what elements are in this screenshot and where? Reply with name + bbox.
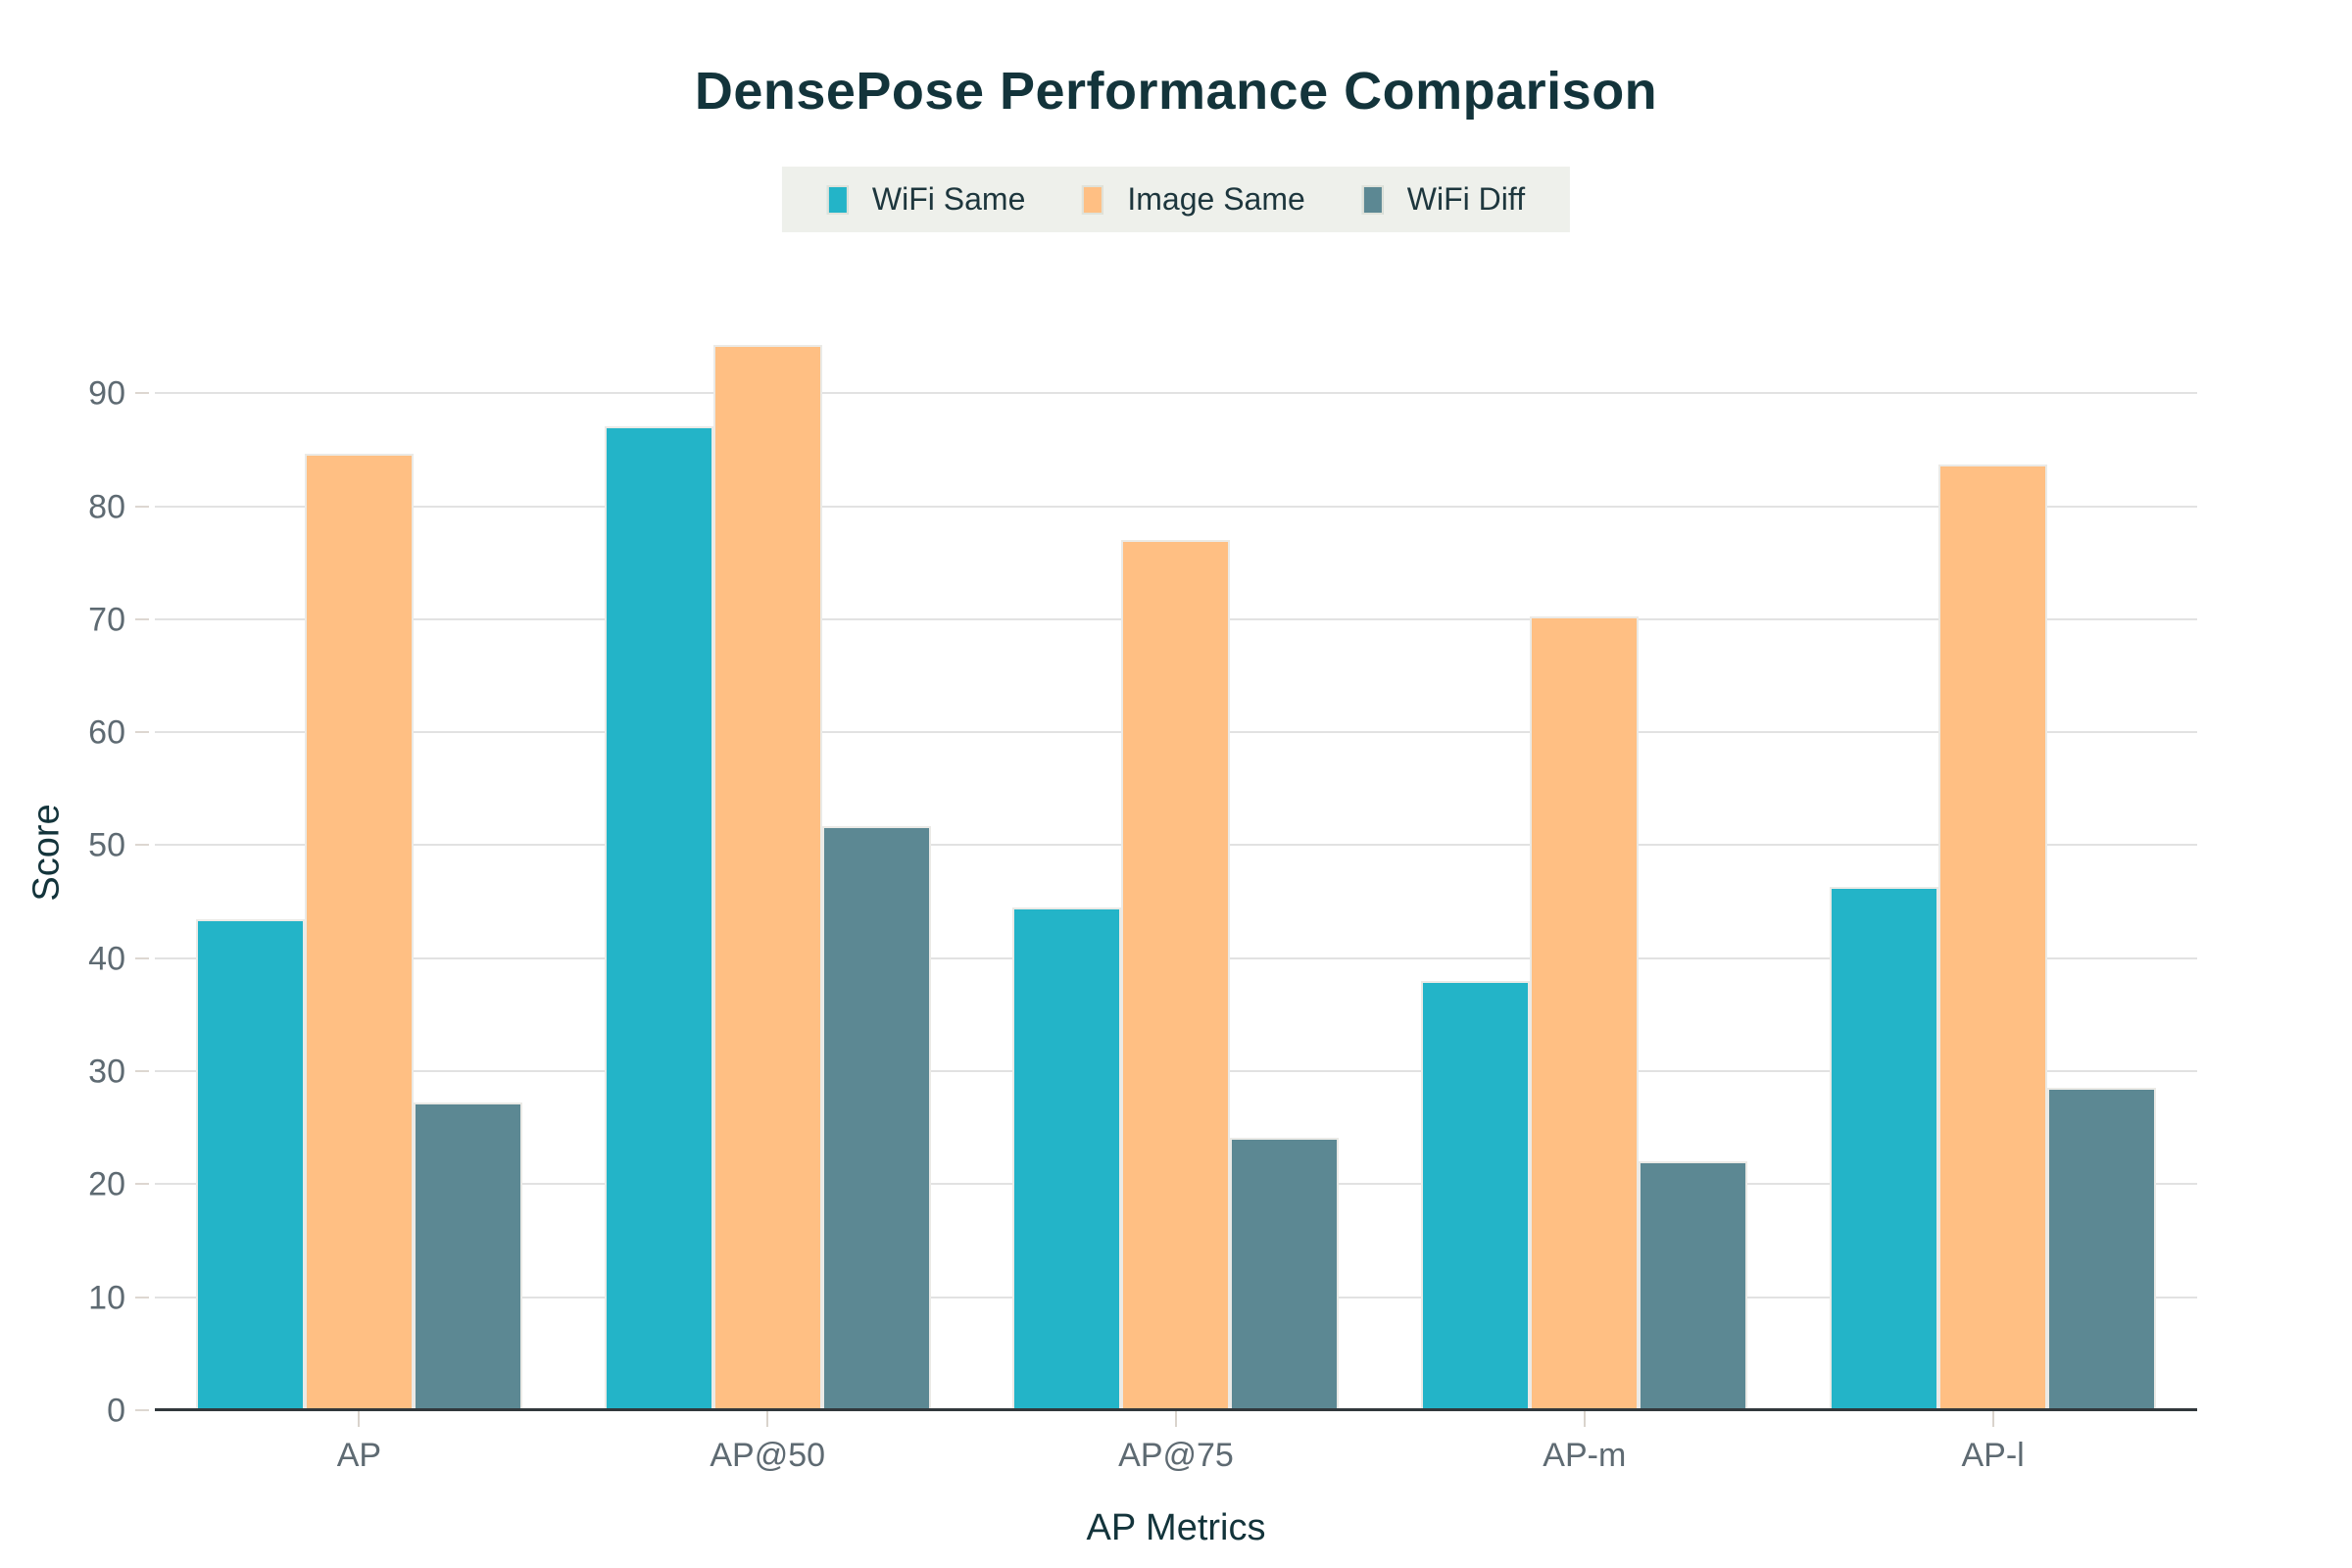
- y-tick-label: 90: [88, 374, 125, 413]
- y-tick-mark: [135, 392, 149, 395]
- y-tick-label: 30: [88, 1053, 125, 1091]
- bar: [604, 425, 713, 1411]
- y-tick-label: 50: [88, 826, 125, 864]
- y-tick-label: 70: [88, 601, 125, 639]
- y-tick-mark: [135, 1070, 149, 1073]
- x-tick-mark: [358, 1411, 361, 1427]
- y-tick-mark: [135, 731, 149, 734]
- bar: [1121, 540, 1231, 1411]
- bar-group: AP-l: [1788, 333, 2197, 1474]
- bar: [1530, 616, 1640, 1411]
- legend-swatch-icon: [1082, 184, 1104, 215]
- y-axis-title: Score: [25, 804, 68, 902]
- plot-area: AP AP@50 AP@75 AP-m AP-l 0 10 20 30 40 50 60 70 80 90: [88, 333, 2197, 1474]
- y-tick-label: 10: [88, 1279, 125, 1317]
- x-tick-mark: [1583, 1411, 1586, 1427]
- x-tick-label: AP@75: [1118, 1437, 1234, 1474]
- x-tick-mark: [1174, 1411, 1177, 1427]
- bar-group: AP@50: [564, 333, 972, 1474]
- x-tick-label: AP-l: [1961, 1437, 2025, 1474]
- bar: [1830, 887, 1939, 1411]
- bar: [1421, 980, 1531, 1411]
- legend-swatch-icon: [826, 184, 849, 215]
- bar-group: AP: [155, 333, 564, 1474]
- y-tick-label: 20: [88, 1165, 125, 1203]
- legend-item: Image Same: [1082, 181, 1305, 218]
- y-tick-label: 60: [88, 713, 125, 752]
- legend-label: Image Same: [1127, 181, 1305, 217]
- chart-title: DensePose Performance Comparison: [694, 62, 1658, 121]
- x-axis-title: AP Metrics: [1086, 1507, 1266, 1548]
- y-tick-mark: [135, 505, 149, 508]
- legend-swatch-icon: [1361, 184, 1384, 215]
- bar: [1230, 1137, 1340, 1411]
- gridline: [155, 392, 2197, 395]
- y-tick-mark: [135, 1296, 149, 1298]
- bar: [821, 825, 931, 1411]
- bar: [1639, 1161, 1748, 1411]
- x-tick-mark: [1991, 1411, 1994, 1427]
- y-tick-mark: [135, 617, 149, 620]
- y-tick-label: 80: [88, 488, 125, 526]
- legend-item: WiFi Same: [826, 181, 1026, 218]
- bar: [2047, 1088, 2157, 1411]
- x-tick-label: AP-m: [1543, 1437, 1627, 1474]
- x-tick-mark: [766, 1411, 769, 1427]
- legend-label: WiFi Same: [871, 181, 1026, 217]
- y-tick-label: 40: [88, 940, 125, 978]
- y-tick-mark: [135, 844, 149, 847]
- legend: WiFi Same Image Same WiFi Diff: [781, 167, 1571, 232]
- bar: [1012, 906, 1122, 1411]
- y-tick-mark: [135, 1409, 149, 1411]
- bar-group: AP@75: [972, 333, 1381, 1474]
- bar: [1938, 464, 2048, 1411]
- x-axis-baseline: [155, 1408, 2197, 1411]
- bar: [712, 344, 822, 1411]
- legend-label: WiFi Diff: [1406, 181, 1526, 217]
- y-tick-mark: [135, 956, 149, 959]
- bar: [413, 1102, 522, 1411]
- gridline: [155, 505, 2197, 508]
- x-tick-label: AP@50: [710, 1437, 826, 1474]
- bar: [304, 454, 414, 1411]
- bar: [195, 919, 305, 1411]
- y-tick-label: 0: [107, 1392, 125, 1430]
- bar-groups: AP AP@50 AP@75 AP-m AP-l: [155, 333, 2197, 1474]
- y-tick-mark: [135, 1183, 149, 1186]
- bar-group: AP-m: [1380, 333, 1788, 1474]
- legend-item: WiFi Diff: [1361, 181, 1526, 218]
- x-tick-label: AP: [336, 1437, 382, 1474]
